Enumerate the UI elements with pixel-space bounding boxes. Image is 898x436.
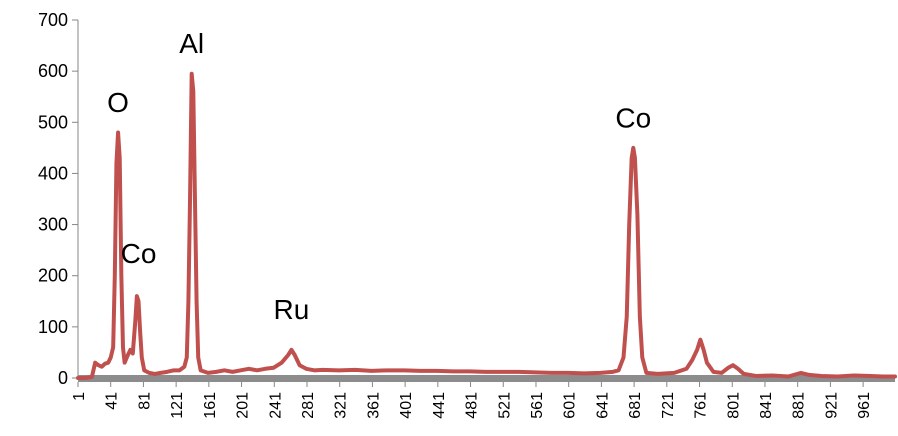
y-tick-label: 600 bbox=[38, 61, 68, 81]
x-tick-label: 1 bbox=[71, 392, 88, 401]
x-tick-label: 841 bbox=[758, 392, 775, 419]
y-tick-label: 100 bbox=[38, 317, 68, 337]
x-tick-label: 721 bbox=[660, 392, 677, 419]
y-tick-label: 300 bbox=[38, 215, 68, 235]
x-tick-label: 401 bbox=[398, 392, 415, 419]
x-tick-label: 641 bbox=[594, 392, 611, 419]
x-tick-label: 601 bbox=[562, 392, 579, 419]
x-tick-label: 881 bbox=[791, 392, 808, 419]
y-tick-label: 200 bbox=[38, 266, 68, 286]
x-axis-line bbox=[78, 375, 895, 382]
x-tick-label: 361 bbox=[365, 392, 382, 419]
y-tick-label: 700 bbox=[38, 10, 68, 30]
x-tick-label: 41 bbox=[104, 392, 121, 410]
x-tick-label: 681 bbox=[627, 392, 644, 419]
x-tick-label: 281 bbox=[300, 392, 317, 419]
peak-annotation: O bbox=[107, 87, 129, 118]
x-tick-label: 441 bbox=[431, 392, 448, 419]
series-group bbox=[76, 71, 897, 380]
x-tick-label: 241 bbox=[267, 392, 284, 419]
x-tick-label: 801 bbox=[725, 392, 742, 419]
x-tick-label: 161 bbox=[202, 392, 219, 419]
y-tick-label: 500 bbox=[38, 112, 68, 132]
peak-annotation: Al bbox=[179, 28, 204, 59]
x-tick-label: 121 bbox=[169, 392, 186, 419]
peak-annotation: Co bbox=[121, 238, 157, 269]
x-axis: 1 41 81 121 161 201 241 281 321 361 401 441 481 521 56… bbox=[71, 375, 895, 419]
x-tick-label: 961 bbox=[856, 392, 873, 419]
x-tick-label: 561 bbox=[529, 392, 546, 419]
x-tick-label: 761 bbox=[693, 392, 710, 419]
y-axis: 0 100 200 300 400 500 600 700 bbox=[38, 10, 79, 388]
y-tick-label: 400 bbox=[38, 163, 68, 183]
y-tick-label: 0 bbox=[58, 368, 68, 388]
x-tick-label: 481 bbox=[464, 392, 481, 419]
x-tick-label: 321 bbox=[333, 392, 350, 419]
x-tick-label: 201 bbox=[235, 392, 252, 419]
peak-annotation: Co bbox=[615, 102, 651, 133]
x-tick-label: 521 bbox=[496, 392, 513, 419]
series-line-0 bbox=[76, 71, 897, 380]
peak-annotation: Ru bbox=[274, 294, 310, 325]
annotation-group: O Co Al Ru Co bbox=[107, 28, 651, 325]
x-tick-label: 81 bbox=[136, 392, 153, 410]
x-tick-label: 921 bbox=[823, 392, 840, 419]
